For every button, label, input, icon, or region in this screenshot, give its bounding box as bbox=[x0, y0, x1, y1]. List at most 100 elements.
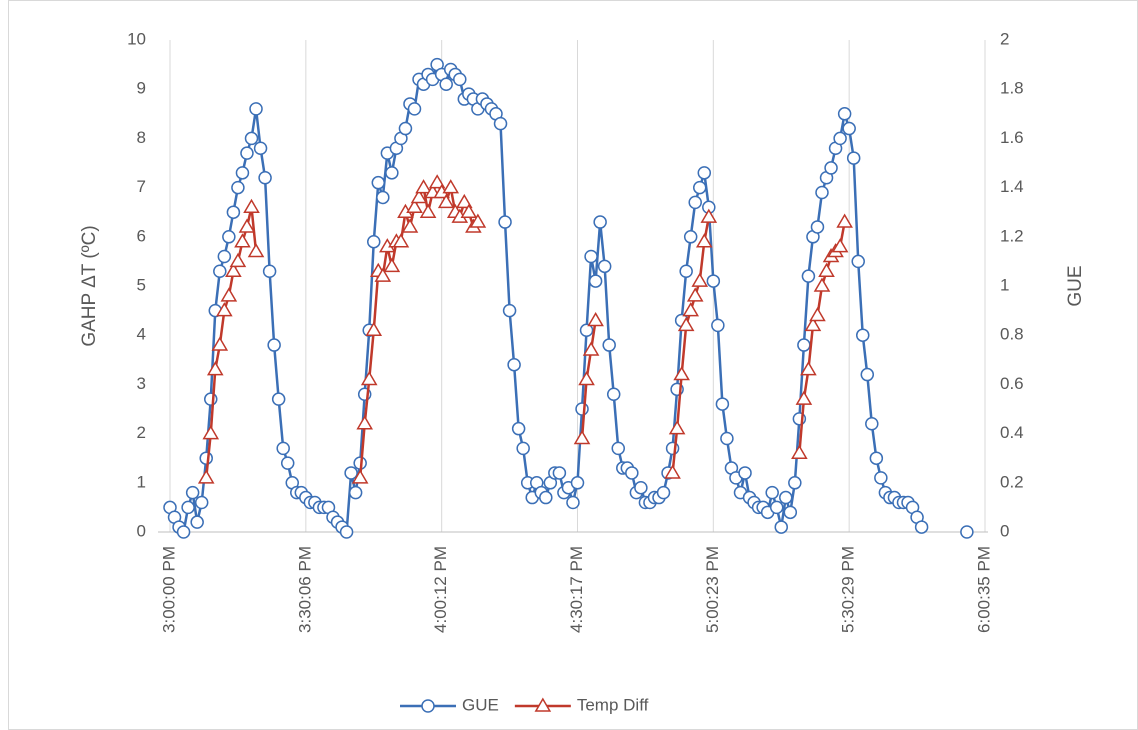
circle-marker bbox=[656, 485, 671, 500]
circle-marker bbox=[851, 254, 865, 269]
triangle-marker bbox=[460, 203, 478, 218]
legend-label: GUE bbox=[462, 695, 499, 714]
circle-marker bbox=[801, 269, 816, 283]
y2-tick-label: 0.4 bbox=[1000, 423, 1024, 442]
circle-marker bbox=[570, 476, 585, 490]
y-tick-label: 10 bbox=[127, 29, 146, 48]
circle-marker bbox=[584, 249, 598, 264]
x-tick-label: 3:00:00 PM bbox=[159, 546, 178, 633]
circle-marker bbox=[846, 151, 861, 165]
circle-marker bbox=[833, 131, 847, 146]
circle-marker bbox=[715, 397, 730, 411]
circle-marker bbox=[262, 264, 277, 278]
circle-marker bbox=[176, 525, 191, 539]
circle-marker bbox=[276, 441, 290, 456]
circle-marker bbox=[779, 490, 793, 505]
triangle-marker bbox=[392, 233, 410, 248]
triangle-marker bbox=[818, 262, 835, 277]
circle-marker bbox=[683, 230, 698, 244]
triangle-marker bbox=[197, 469, 215, 484]
circle-marker bbox=[376, 190, 390, 205]
circle-marker bbox=[194, 495, 209, 510]
circle-marker bbox=[860, 367, 875, 382]
triangle-marker bbox=[202, 425, 220, 440]
triangle-marker bbox=[664, 464, 681, 479]
triangle-marker bbox=[406, 198, 423, 214]
y2-tick-label: 0 bbox=[1000, 521, 1009, 540]
triangle-marker bbox=[700, 208, 718, 223]
triangle-marker bbox=[791, 444, 808, 460]
triangle-marker bbox=[442, 179, 460, 194]
circle-marker bbox=[258, 171, 272, 185]
circle-marker bbox=[539, 490, 553, 505]
y2-tick-label: 2 bbox=[1000, 29, 1009, 48]
triangle-marker bbox=[836, 213, 853, 228]
circle-marker bbox=[593, 215, 607, 229]
circle-marker bbox=[697, 166, 712, 180]
triangle-marker bbox=[383, 257, 401, 273]
circle-marker bbox=[765, 485, 779, 500]
circle-marker bbox=[249, 102, 263, 116]
y-tick-label: 9 bbox=[137, 79, 146, 98]
y2-tick-label: 1.4 bbox=[1000, 177, 1024, 196]
circle-marker bbox=[693, 180, 707, 195]
circle-marker bbox=[190, 515, 204, 529]
triangle-marker bbox=[351, 469, 369, 484]
triangle-marker bbox=[211, 336, 229, 351]
x-tick-label: 5:30:29 PM bbox=[839, 546, 858, 633]
circle-marker bbox=[566, 495, 580, 510]
circle-marker bbox=[502, 303, 517, 318]
triangle-marker bbox=[206, 361, 224, 376]
circle-marker bbox=[588, 274, 603, 288]
triangle-marker bbox=[216, 302, 233, 317]
circle-marker bbox=[199, 451, 213, 465]
circle-marker bbox=[824, 161, 838, 175]
circle-marker bbox=[625, 466, 639, 480]
y-axis-title: GAHP ΔT (ºC) bbox=[79, 225, 100, 346]
triangle-marker bbox=[573, 430, 591, 445]
legend-marker bbox=[421, 699, 435, 713]
circle-marker bbox=[706, 274, 721, 288]
y2-tick-label: 1.8 bbox=[1000, 79, 1024, 98]
y2-tick-label: 1.6 bbox=[1000, 128, 1024, 147]
triangle-marker bbox=[437, 193, 455, 209]
legend-label: Temp Diff bbox=[577, 695, 649, 714]
triangle-marker bbox=[587, 311, 604, 327]
circle-marker bbox=[226, 205, 241, 219]
circle-marker bbox=[204, 392, 218, 406]
circle-marker bbox=[810, 220, 825, 234]
circle-marker bbox=[231, 180, 245, 195]
triangle-marker bbox=[419, 203, 437, 218]
x-tick-label: 6:00:35 PM bbox=[974, 546, 993, 633]
circle-marker bbox=[439, 77, 453, 92]
triangle-marker bbox=[809, 307, 826, 322]
circle-marker bbox=[398, 121, 413, 136]
triangle-marker bbox=[582, 341, 600, 356]
circle-marker bbox=[493, 116, 508, 131]
triangle-marker bbox=[813, 277, 831, 292]
circle-marker bbox=[516, 441, 530, 456]
circle-marker bbox=[874, 471, 888, 485]
triangle-marker bbox=[668, 420, 686, 435]
triangle-marker bbox=[800, 361, 817, 376]
circle-marker bbox=[235, 166, 250, 180]
circle-marker bbox=[217, 249, 232, 264]
y-tick-label: 1 bbox=[137, 472, 146, 491]
circle-marker bbox=[579, 323, 594, 338]
circle-marker bbox=[575, 402, 589, 416]
y-tick-label: 3 bbox=[137, 374, 146, 393]
triangle-marker bbox=[374, 267, 392, 282]
triangle-marker bbox=[673, 366, 690, 381]
circle-marker bbox=[783, 505, 798, 520]
triangle-marker bbox=[247, 243, 265, 258]
circle-marker bbox=[367, 234, 381, 249]
circle-marker bbox=[837, 107, 852, 121]
triangle-marker bbox=[677, 316, 695, 332]
circle-marker bbox=[679, 264, 693, 278]
triangle-marker bbox=[695, 233, 713, 248]
circle-marker bbox=[498, 215, 512, 229]
circle-marker bbox=[774, 520, 788, 534]
circle-marker bbox=[181, 500, 195, 515]
y-tick-label: 5 bbox=[137, 275, 146, 294]
